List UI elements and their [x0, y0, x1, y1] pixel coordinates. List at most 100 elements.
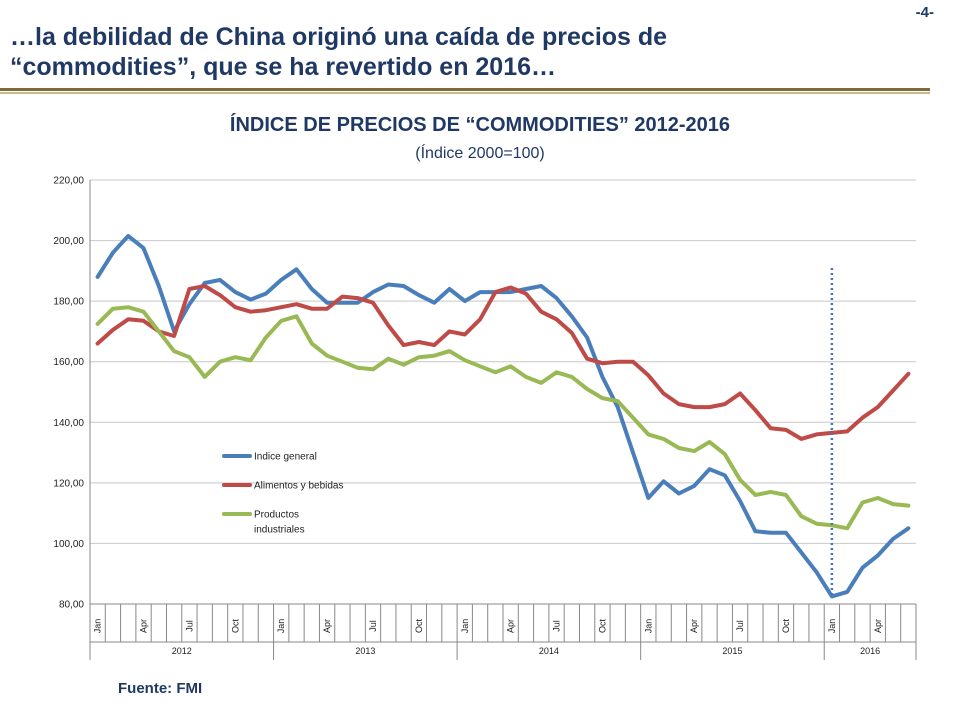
- data-point: [418, 341, 420, 343]
- data-point: [525, 288, 527, 290]
- data-point: [479, 318, 481, 321]
- data-point: [280, 320, 283, 322]
- data-point: [219, 294, 221, 296]
- data-point: [127, 306, 130, 309]
- data-point: [280, 279, 283, 281]
- axis-layer: 80,00 100,00 120,00 140,00 160,00 180,00 200,0…: [53, 176, 917, 660]
- data-point: [402, 363, 405, 366]
- series-line-3: [95, 305, 911, 531]
- data-point: [815, 433, 818, 436]
- y-tick-label: 180,00: [53, 297, 84, 308]
- data-point: [662, 480, 665, 483]
- y-tick-label: 80,00: [59, 600, 84, 611]
- data-point: [203, 376, 206, 378]
- data-point: [341, 301, 344, 304]
- data-point: [785, 532, 787, 534]
- year-tick-label: 2014: [539, 646, 559, 656]
- data-point: [586, 388, 588, 390]
- data-point: [708, 441, 711, 443]
- series-line-2: [95, 284, 911, 441]
- chart-subtitle: (Índice 2000=100): [415, 145, 545, 162]
- data-point: [571, 315, 573, 318]
- data-point: [158, 285, 160, 287]
- data-point: [234, 306, 237, 309]
- data-point: [632, 451, 634, 454]
- data-point: [326, 307, 328, 310]
- year-tick-label: 2012: [172, 646, 192, 656]
- data-point: [341, 295, 344, 298]
- data-point: [647, 433, 650, 436]
- month-tick-label: Apr: [139, 619, 149, 633]
- data-point: [815, 522, 818, 525]
- data-point: [509, 365, 512, 368]
- data-point: [509, 286, 512, 289]
- data-point: [142, 247, 145, 249]
- data-point: [647, 497, 650, 499]
- data-point: [769, 491, 772, 493]
- data-point: [96, 276, 99, 278]
- data-point: [265, 292, 267, 295]
- month-tick-label: Jan: [643, 619, 653, 634]
- data-point: [769, 427, 772, 430]
- data-point: [846, 430, 848, 433]
- month-tick-label: Jul: [368, 620, 378, 632]
- data-point: [616, 360, 619, 363]
- data-point: [479, 291, 481, 293]
- data-point: [601, 376, 604, 378]
- month-tick-label: Apr: [506, 619, 516, 633]
- data-point: [112, 329, 114, 331]
- month-tick-label: Jan: [460, 619, 470, 634]
- slide-title-line2: “commodities”, que se ha revertido en 20…: [10, 53, 557, 81]
- data-point: [372, 368, 374, 371]
- data-point: [586, 336, 588, 339]
- data-point: [632, 416, 634, 419]
- data-point: [754, 494, 757, 496]
- slide-title-line1: …la debilidad de China originó una caída…: [10, 23, 668, 51]
- data-point: [142, 320, 145, 322]
- y-tick-label: 140,00: [53, 418, 84, 429]
- data-point: [96, 342, 99, 345]
- data-point: [402, 344, 405, 346]
- data-point: [693, 485, 696, 487]
- data-point: [310, 307, 313, 310]
- data-point: [555, 318, 558, 321]
- data-point: [494, 291, 497, 293]
- data-point: [540, 382, 543, 384]
- y-tick-label: 120,00: [53, 478, 84, 489]
- data-point: [356, 297, 359, 299]
- data-point: [310, 342, 313, 345]
- data-point: [800, 551, 803, 554]
- data-point: [601, 397, 604, 399]
- data-point: [723, 474, 726, 477]
- data-point: [203, 285, 206, 287]
- data-point: [188, 356, 191, 358]
- data-point: [555, 297, 558, 299]
- month-tick-label: Oct: [414, 619, 424, 634]
- month-tick-label: Apr: [873, 619, 883, 633]
- y-tick-label: 220,00: [53, 176, 84, 187]
- data-point: [295, 303, 298, 305]
- month-tick-label: Jul: [735, 620, 745, 632]
- source-note: Fuente: FMI: [118, 680, 203, 697]
- data-point: [188, 288, 191, 290]
- data-point: [265, 336, 267, 339]
- data-point: [754, 409, 757, 411]
- data-point: [234, 291, 237, 293]
- data-point: [203, 282, 206, 284]
- data-point: [571, 376, 573, 378]
- data-point: [846, 591, 848, 593]
- y-tick-label: 200,00: [53, 236, 84, 247]
- data-point: [433, 301, 435, 304]
- month-tick-label: Oct: [597, 619, 607, 634]
- chart-title: ÍNDICE DE PRECIOS DE “COMMODITIES” 2012-…: [229, 114, 731, 136]
- data-point: [433, 354, 435, 357]
- data-point: [494, 371, 497, 374]
- data-point: [418, 294, 420, 296]
- data-point: [188, 303, 191, 305]
- data-point: [448, 330, 451, 333]
- data-point: [861, 566, 864, 569]
- data-point: [616, 400, 619, 402]
- data-point: [693, 450, 696, 452]
- month-tick-label: Oct: [781, 619, 791, 634]
